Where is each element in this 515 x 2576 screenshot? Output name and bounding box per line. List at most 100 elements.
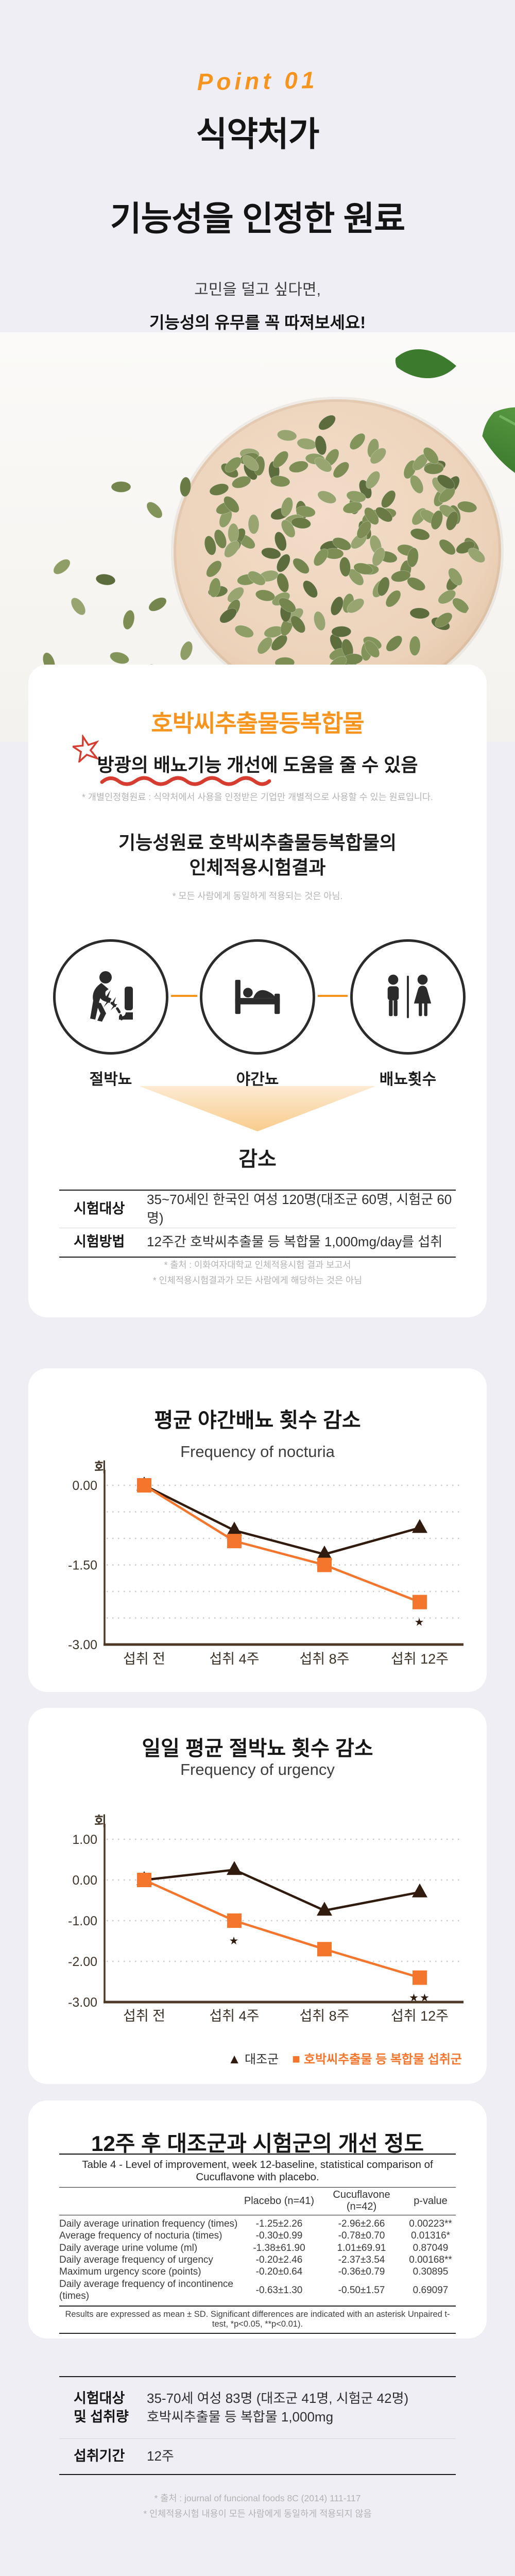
connector-line-2 — [318, 995, 348, 997]
table-cell: 0.00223** — [409, 2218, 452, 2229]
study-note: * 인체적용시험 내용이 모든 사람에게 동일하게 적용되지 않음 — [143, 2509, 372, 2519]
study-row-value: 12주 — [147, 2448, 174, 2464]
chart2-subtitle: Frequency of urgency — [180, 1760, 335, 1778]
study1-table: 시험대상 35~70세인 한국인 여성 120명(대조군 60명, 시험군 60명… — [59, 1190, 456, 1258]
legend-control: ▲ 대조군 — [228, 2049, 279, 2067]
svg-text:섭취 4주: 섭취 4주 — [209, 1651, 259, 1667]
table-footer-note: Results are expressed as mean ± SD. Sign… — [59, 2307, 456, 2334]
study-row-label: 시험대상 및 섭취량 — [74, 2390, 129, 2425]
table-row: Average frequency of nocturia (times) -0.… — [59, 2230, 456, 2242]
svg-text:-3.00: -3.00 — [68, 1995, 97, 2010]
result-section-title: 기능성원료 호박씨추출물등복합물의 인체적용시험결과 — [28, 831, 487, 879]
symptom-circle-frequency — [350, 939, 466, 1055]
table-header-row: Placebo (n=41) Cucuflavone (n=42) p-value — [59, 2188, 456, 2215]
large-leaf — [482, 407, 515, 491]
table-cell: -1.25±2.26 — [255, 2218, 303, 2229]
table-cell: -0.36±0.79 — [338, 2266, 385, 2278]
result-title-line1: 기능성원료 호박씨추출물등복합물의 — [118, 832, 397, 853]
ingredient-title: 호박씨추출물등복합물 — [151, 710, 364, 737]
svg-text:섭취 전: 섭취 전 — [123, 2008, 165, 2024]
study2-table: 시험대상 및 섭취량 35-70세 여성 83명 (대조군 41명, 시험군 42명… — [59, 2376, 456, 2475]
symptom-label-frequency: 배뇨횟수 — [379, 1071, 437, 1088]
improvement-title: 12주 후 대조군과 시험군의 개선 정도 — [91, 2131, 424, 2156]
table-cell: -0.78±0.70 — [338, 2230, 385, 2242]
svg-text:★★: ★★ — [409, 1992, 431, 2004]
table-cell: -1.38±61.90 — [253, 2242, 305, 2253]
study-row: 섭취기간 12주 — [59, 2438, 456, 2474]
study-row-value: 12주간 호박씨추출물 등 복합물 1,000mg/day를 섭취 — [147, 1234, 443, 1250]
study-row-value: 35-70세 여성 83명 (대조군 41명, 시험군 42명) 호박씨추출물 등… — [147, 2390, 409, 2425]
small-leaf — [395, 349, 457, 378]
svg-text:회: 회 — [94, 1460, 107, 1475]
table-row: Maximum urgency score (points) -0.20±0.64… — [59, 2266, 456, 2278]
approval-note: * 개별인정형원료 : 식약처에서 사용을 인정받은 기업만 개별적으로 사용할… — [82, 792, 433, 802]
nocturia-chart-card: 평균 야간배뇨 횟수 감소 Frequency of nocturia 회 0.0… — [28, 1368, 487, 1692]
svg-text:섭취 전: 섭취 전 — [123, 1651, 165, 1667]
table-caption: Table 4 - Level of improvement, week 12-… — [59, 2155, 456, 2188]
improvement-table: Table 4 - Level of improvement, week 12-… — [59, 2154, 456, 2334]
svg-text:0.00: 0.00 — [72, 1873, 97, 1888]
table-cell: Daily average frequency of urgency — [59, 2255, 213, 2266]
study2-notes: * 출처 : journal of funcional foods 8C (20… — [0, 2490, 515, 2521]
table-cell: 0.01316* — [410, 2230, 451, 2242]
table-cell: -0.20±0.64 — [255, 2266, 303, 2278]
svg-text:0.00: 0.00 — [72, 1479, 97, 1493]
study-row-label: 시험대상 — [74, 1200, 125, 1216]
table-cell: -2.37±3.54 — [338, 2255, 385, 2266]
legend-control-label: 대조군 — [244, 2053, 279, 2066]
chart-legend: ▲ 대조군 ■ 호박씨추출물 등 복합물 섭취군 — [228, 2049, 462, 2067]
svg-text:섭취 8주: 섭취 8주 — [299, 1651, 349, 1667]
table-cell: 0.87049 — [413, 2242, 449, 2253]
table-cell: Daily average frequency of incontinence … — [59, 2278, 233, 2302]
decrease-triangle — [139, 1086, 376, 1131]
table-cell: -0.30±0.99 — [255, 2230, 303, 2242]
triangle-marker-icon: ▲ — [228, 2051, 241, 2066]
table-cell: 0.00168** — [409, 2255, 452, 2266]
hero-title-line2: 기능성을 인정한 원료 — [110, 199, 405, 238]
chart1-subtitle: Frequency of nocturia — [180, 1443, 335, 1461]
chart2-title: 일일 평균 절박뇨 횟수 감소 — [142, 1737, 373, 1760]
table-cell: Daily average urination frequency (times… — [59, 2218, 238, 2229]
table-cell: Daily average urine volume (ml) — [59, 2242, 198, 2253]
table-cell: -2.96±2.66 — [338, 2218, 385, 2229]
ingredient-card: 호박씨추출물등복합물 방광의 배뇨기능 개선에 도움을 줄 수 있음 * 개별인… — [28, 665, 487, 1317]
svg-text:-1.50: -1.50 — [68, 1558, 97, 1573]
restroom-icon — [387, 974, 432, 1019]
improvement-table-card: 12주 후 대조군과 시험군의 개선 정도 Table 4 - Level of… — [28, 2100, 487, 2338]
svg-text:-2.00: -2.00 — [68, 1955, 97, 1969]
study-row-value: 35~70세인 한국인 여성 120명(대조군 60명, 시험군 60명) — [147, 1192, 452, 1226]
study-row-label: 시험방법 — [74, 1234, 125, 1250]
table-row: Daily average frequency of incontinence … — [59, 2278, 456, 2302]
study-note: * 인체적용시험결과가 모든 사람에게 해당하는 것은 아님 — [152, 1275, 363, 1285]
hero-title-line1: 식약처가 — [196, 115, 320, 153]
connector-line-1 — [171, 995, 197, 997]
table-cell: -0.50±1.57 — [338, 2284, 385, 2296]
result-title-line2: 인체적용시험결과 — [189, 856, 326, 878]
table-header-cell: p-value — [414, 2195, 448, 2207]
svg-text:섭취 12주: 섭취 12주 — [391, 1651, 449, 1667]
chart1-nocturia-line-chart: 회 0.00 -1.50 -3.00 ★ 섭취 전 섭취 4주 섭취 8주 섭취 12주 — [68, 1460, 464, 1667]
svg-text:섭취 12주: 섭취 12주 — [391, 2008, 449, 2024]
svg-text:-3.00: -3.00 — [68, 1638, 97, 1652]
study-note: * 출처 : journal of funcional foods 8C (20… — [154, 2493, 361, 2503]
table-cell: -0.20±2.46 — [255, 2255, 303, 2266]
result-note: * 모든 사람에게 동일하게 적용되는 것은 아님. — [172, 891, 343, 901]
study1-notes: * 출처 : 이화여자대학교 인체적용시험 결과 보고서 * 인체적용시험결과가 … — [28, 1257, 487, 1288]
table-body: Daily average urination frequency (times… — [59, 2215, 456, 2307]
decrease-label: 감소 — [238, 1148, 277, 1171]
svg-text:-1.00: -1.00 — [68, 1914, 97, 1928]
chart1-title: 평균 야간배뇨 횟수 감소 — [154, 1409, 361, 1432]
table-row: Daily average urination frequency (times… — [59, 2218, 456, 2230]
table-row: Daily average frequency of urgency -0.20±… — [59, 2254, 456, 2266]
svg-text:★: ★ — [415, 1617, 425, 1629]
legend-test-label: 호박씨추출물 등 복합물 섭취군 — [303, 2053, 462, 2066]
table-cell: 1.01±69.91 — [337, 2242, 386, 2253]
study-row-label: 섭취기간 — [74, 2448, 125, 2464]
hero-subtext-1: 고민을 덜고 싶다면, — [194, 281, 321, 298]
symptom-circle-urgency — [53, 939, 168, 1055]
svg-text:★: ★ — [229, 1935, 240, 1947]
nocturia-bed-icon — [235, 979, 280, 1014]
study-note: * 출처 : 이화여자대학교 인체적용시험 결과 보고서 — [164, 1260, 351, 1270]
hero-subtext-2: 기능성의 유무를 꼭 따져보세요! — [149, 313, 366, 332]
chart2-urgency-line-chart: 회1.000.00-1.00-2.00-3.00★★★섭취 전 섭취 4주 섭취 8… — [68, 1814, 464, 2024]
